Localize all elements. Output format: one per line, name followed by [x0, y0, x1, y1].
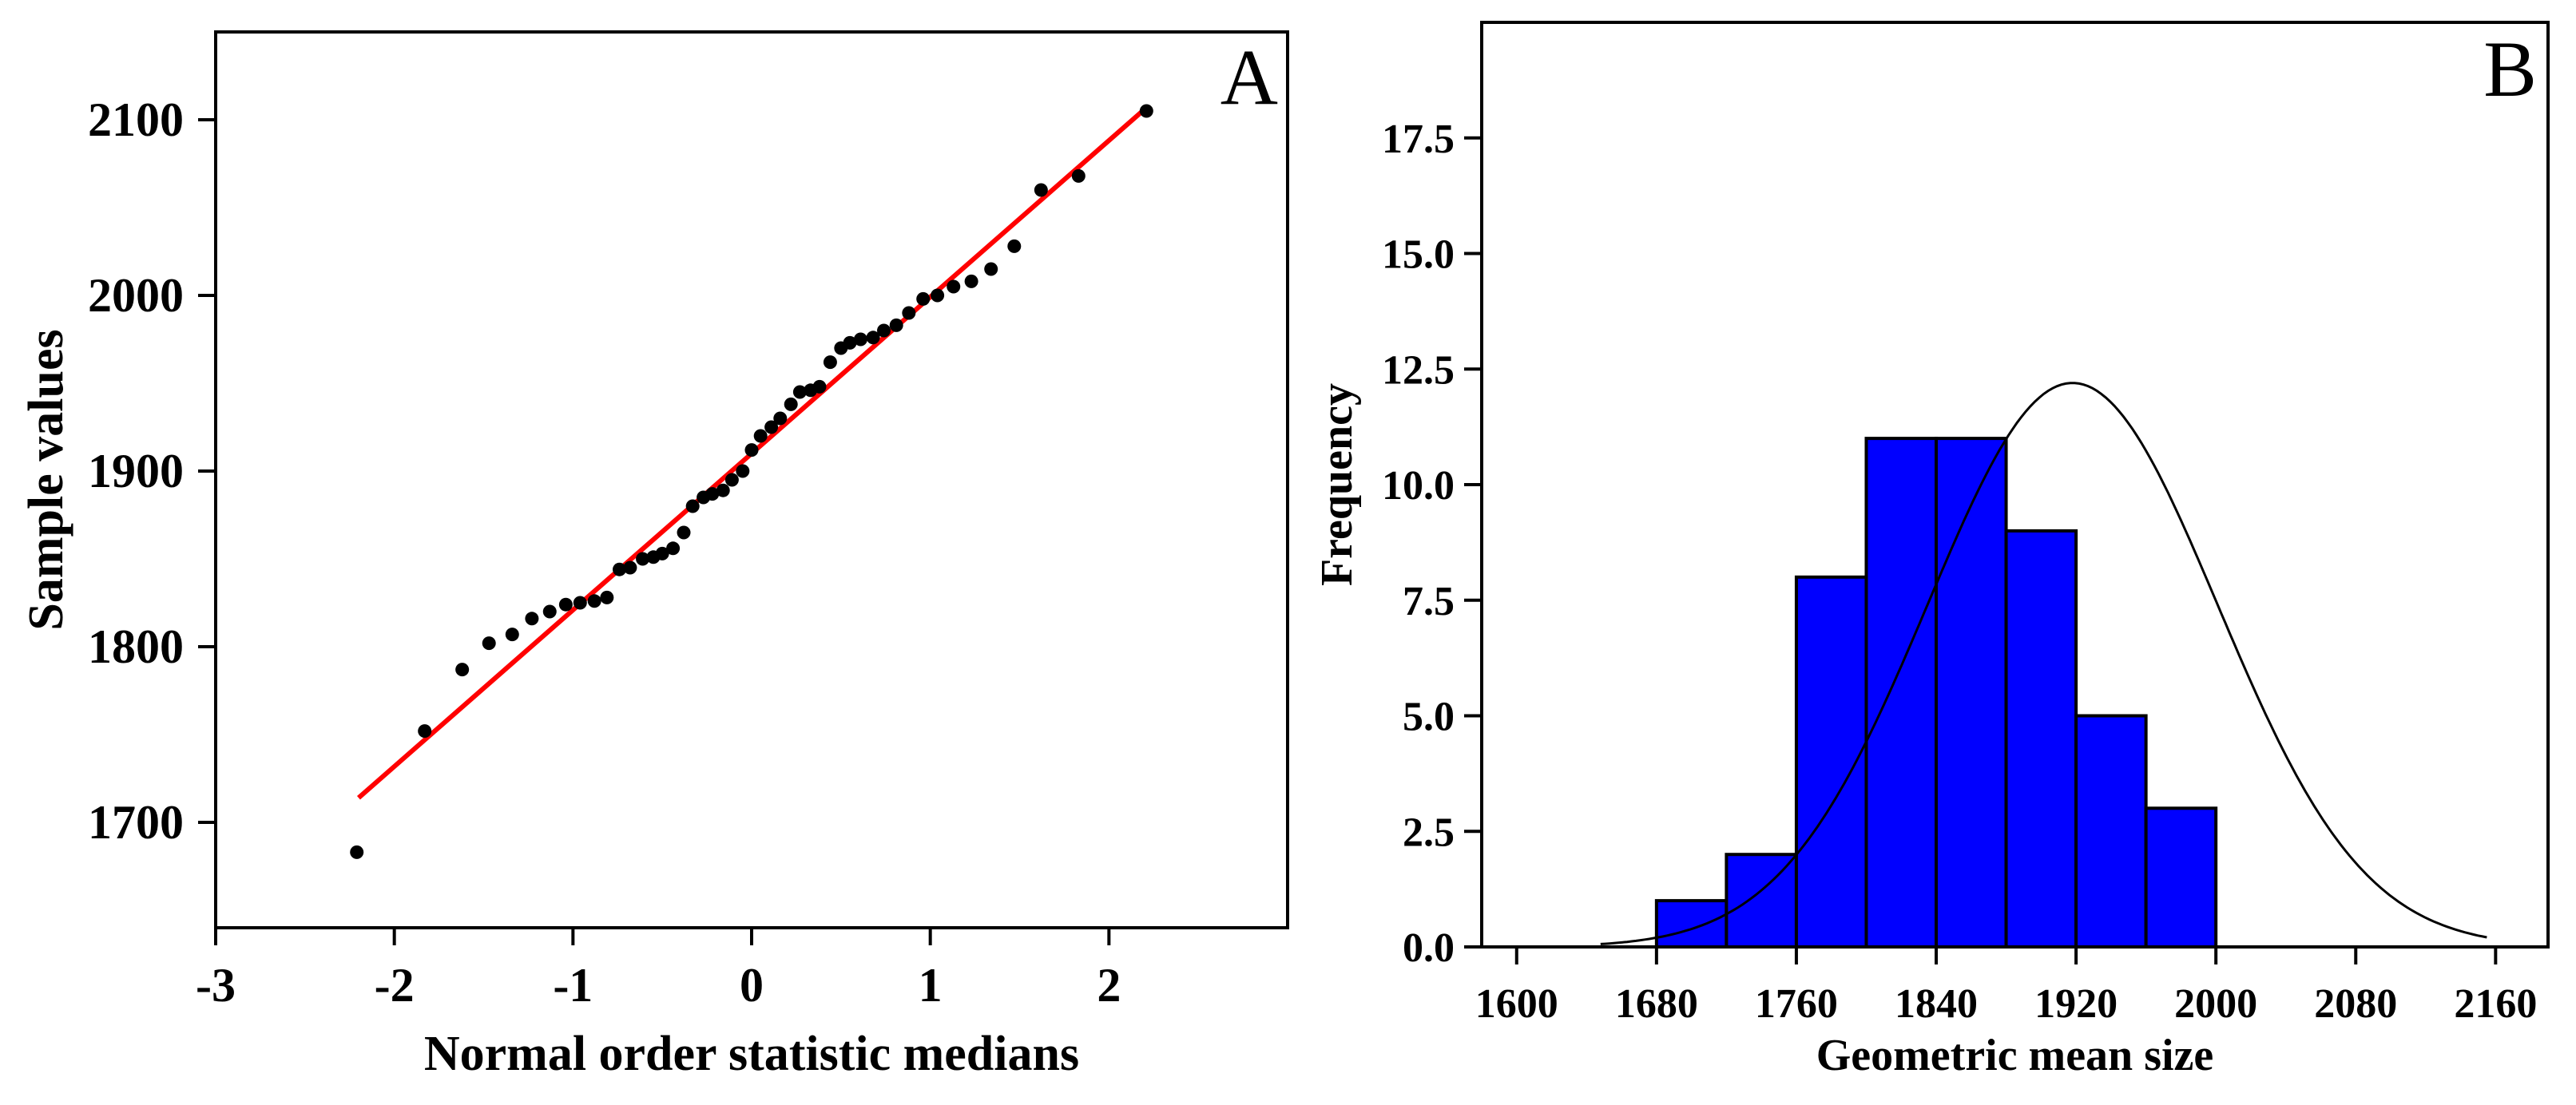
data-point [623, 560, 637, 575]
y-axis-title: Sample values [19, 329, 73, 630]
x-tick-label: 2080 [2314, 981, 2397, 1027]
panel-b-histogram: 1600 1680 1760 1840 1920 2000 2080 2160 0.0 2.5 5.… [1312, 21, 2550, 1080]
data-point [877, 323, 891, 338]
data-point [482, 636, 496, 651]
x-tick-label: 1 [919, 959, 943, 1012]
histogram-bar [2144, 806, 2218, 949]
data-point [666, 541, 681, 556]
data-point [1007, 239, 1022, 253]
x-tick-label: 1760 [1755, 981, 1838, 1027]
normal-curve [1600, 382, 2487, 945]
histogram-bar [1864, 437, 1939, 949]
data-point [889, 318, 903, 332]
data-point [916, 291, 931, 306]
x-tick-label: 2 [1097, 959, 1121, 1012]
data-point [753, 429, 768, 443]
x-tick-label: 1840 [1895, 981, 1978, 1027]
data-point [716, 483, 730, 497]
y-tick-label: 0.0 [1403, 925, 1455, 971]
x-tick-label: 1680 [1615, 981, 1698, 1027]
x-tick-label: 1920 [2034, 981, 2118, 1027]
histogram-bar [2004, 529, 2078, 949]
y-tick-label: 15.0 [1382, 232, 1455, 278]
x-tick-label: 1600 [1475, 981, 1558, 1027]
panel-a-frame [214, 30, 1289, 929]
data-point [843, 335, 857, 350]
data-point [1034, 183, 1048, 197]
y-axis-title: Frequency [1312, 383, 1362, 586]
y-tick-label: 17.5 [1382, 117, 1455, 162]
histogram-bar [1725, 853, 1798, 949]
x-tick-label: -2 [375, 959, 415, 1012]
x-tick-label: 2000 [2174, 981, 2257, 1027]
data-point [792, 385, 807, 399]
data-point [350, 845, 364, 859]
y-tick-label: 1800 [88, 620, 184, 673]
data-point [984, 262, 998, 276]
data-point [612, 562, 626, 576]
y-tick-label: 5.0 [1403, 695, 1455, 740]
data-point [558, 597, 573, 612]
x-tick-label: 0 [740, 959, 764, 1012]
x-tick-label: 2160 [2454, 981, 2537, 1027]
data-point [866, 331, 880, 345]
data-point [773, 411, 788, 426]
x-axis-title: Geometric mean size [1816, 1031, 2214, 1080]
data-point [418, 724, 432, 739]
data-point [812, 379, 827, 394]
data-point [764, 420, 779, 434]
panel-a-qq-plot: -3 -2 -1 0 1 2 1700 1800 1900 2000 2100 Normal orde… [19, 30, 1289, 1081]
data-point [823, 355, 837, 370]
data-point [736, 464, 750, 478]
data-point [947, 279, 961, 294]
y-tick-label: 2000 [88, 269, 184, 322]
y-tick-label: 2.5 [1403, 810, 1455, 855]
data-point [1139, 104, 1153, 118]
data-point [655, 546, 669, 560]
data-point [724, 473, 739, 487]
data-point [455, 663, 470, 677]
histogram-bar [1935, 437, 2008, 949]
y-tick-label: 7.5 [1403, 579, 1455, 624]
y-tick-label: 1900 [88, 445, 184, 497]
data-point [705, 487, 720, 501]
x-tick-label: -1 [553, 959, 593, 1012]
x-tick-label: -3 [196, 959, 236, 1012]
data-point [573, 596, 587, 610]
panel-letter: A [1221, 33, 1278, 121]
y-tick-label: 1700 [88, 796, 184, 849]
data-point [587, 594, 601, 608]
data-point [505, 628, 519, 642]
data-point [677, 525, 691, 540]
data-point [964, 274, 978, 288]
data-point [542, 604, 557, 619]
data-point [744, 443, 759, 457]
panel-letter: B [2483, 25, 2537, 113]
data-point [784, 397, 798, 411]
data-point [600, 590, 614, 604]
histogram-bar [1654, 899, 1729, 949]
data-point [853, 332, 867, 347]
data-point [1071, 168, 1086, 183]
y-tick-label: 2100 [88, 93, 184, 146]
data-point [902, 306, 916, 320]
histogram-bar [2074, 714, 2148, 949]
x-axis-title: Normal order statistic medians [424, 1027, 1079, 1081]
y-tick-label: 10.0 [1382, 463, 1455, 509]
data-point [685, 499, 700, 513]
data-point [931, 288, 945, 303]
data-point [636, 552, 650, 566]
data-point [525, 612, 539, 626]
y-tick-label: 12.5 [1382, 347, 1455, 393]
